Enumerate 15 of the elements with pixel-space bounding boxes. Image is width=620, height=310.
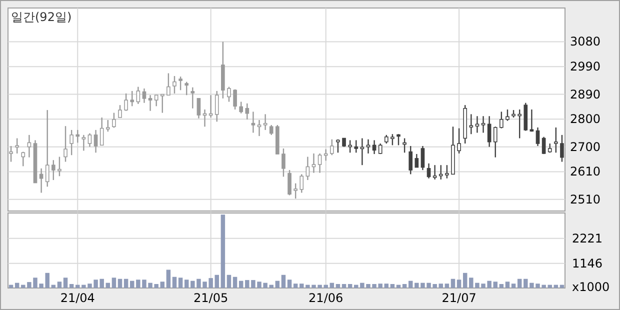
y-tick-label: 3080 xyxy=(570,34,601,49)
y-tick-label: 2510 xyxy=(570,192,601,206)
x-tick-label: 21/06 xyxy=(308,291,344,305)
y-tick-label: 2990 xyxy=(570,60,601,74)
chart-title: 일간(92일) xyxy=(11,10,72,24)
x-tick-label: 21/04 xyxy=(60,291,95,305)
x-tick-label: 21/07 xyxy=(442,291,476,305)
y-tick-label: 2890 xyxy=(570,87,601,102)
y-tick-label: 2800 xyxy=(570,112,601,126)
y-axis-title: x1000 xyxy=(572,280,610,294)
y-tick-label: 2610 xyxy=(570,164,601,179)
y-tick-label: 1146 xyxy=(572,256,603,270)
x-tick-label: 21/05 xyxy=(194,291,228,305)
y-tick-label: 2700 xyxy=(570,140,601,154)
y-tick-label: 2221 xyxy=(572,231,603,246)
